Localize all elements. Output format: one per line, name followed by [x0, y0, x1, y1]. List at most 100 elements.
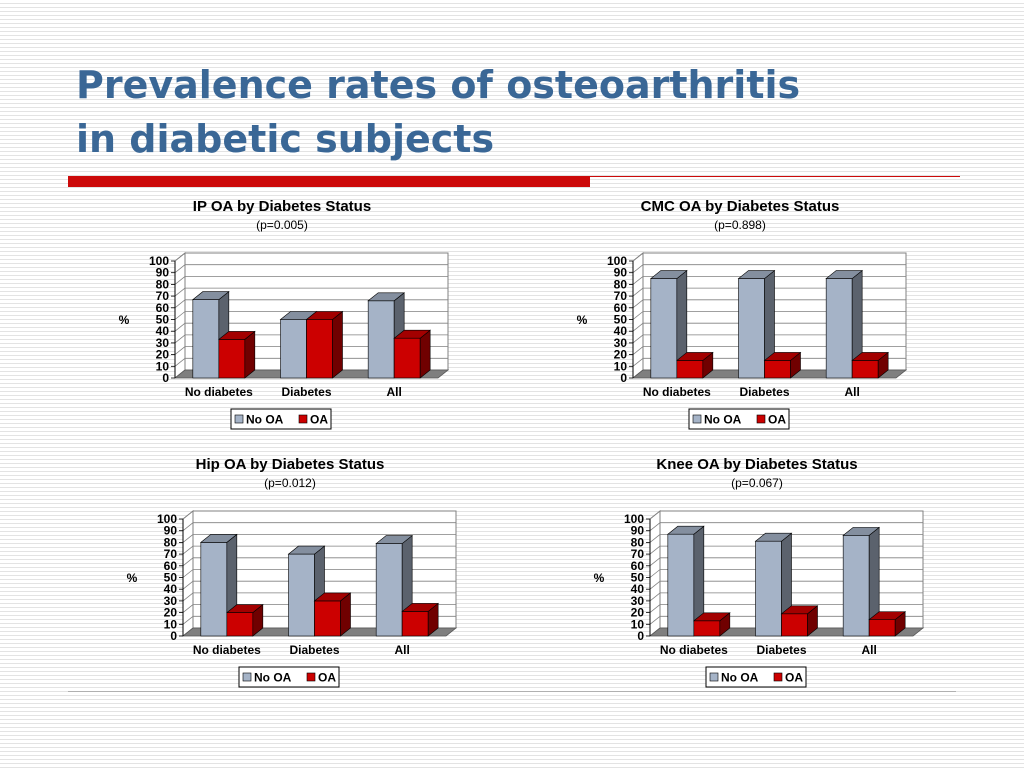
chart-ip-oa: IP OA by Diabetes Status (p=0.005) 0 10 20 30…: [100, 192, 500, 432]
bar-no-oa-all: [842, 526, 881, 637]
bar-oa-diabetes-top: [305, 311, 344, 320]
chart-cmc-oa: CMC OA by Diabetes Status (p=0.898) 0 10 20 3…: [558, 192, 958, 432]
slide-title-line-2: in diabetic subjects: [76, 117, 495, 161]
legend-swatch-no-oa: [234, 414, 244, 424]
bar-oa-diabetes-top: [313, 592, 352, 602]
gridline-side: [632, 334, 644, 344]
y-tick-label: 40: [164, 582, 178, 596]
legend-label-no-oa: No OA: [246, 413, 284, 427]
gridline-side: [649, 604, 661, 613]
bar-no-oa-diabetes-front: [280, 319, 307, 379]
bar-no-oa-no-diabetes-top: [191, 291, 230, 300]
x-tick-label-diabetes: Diabetes: [289, 643, 339, 657]
legend-label-oa: OA: [768, 413, 786, 427]
x-tick-label-all: All: [394, 643, 409, 657]
slide-title-line-1: Prevalence rates of osteoarthritis: [76, 63, 801, 107]
bar-oa-diabetes-front: [764, 360, 791, 379]
bar-oa-all-top: [868, 611, 907, 620]
gridline-side: [174, 252, 186, 262]
legend-box: [688, 408, 790, 430]
bar-no-oa-no-diabetes-top: [649, 270, 688, 279]
bar-oa-all-front: [868, 619, 896, 637]
y-axis-label: %: [577, 313, 588, 327]
chart-svg: Knee OA by Diabetes Status (p=0.067) 01020…: [594, 456, 925, 688]
bar-oa-all: [401, 602, 440, 637]
gridline-side: [649, 569, 661, 578]
bar-oa-no-diabetes: [692, 612, 731, 637]
x-tick-label-all: All: [861, 643, 876, 657]
y-axis-label: %: [127, 571, 138, 585]
x-tick-label-no-diabetes: No diabetes: [660, 643, 728, 657]
bar-no-oa-diabetes-front: [738, 278, 765, 379]
chart-svg: Hip OA by Diabetes Status (p=0.012) 010203…: [127, 456, 458, 688]
chart-subtitle: (p=0.005): [256, 218, 308, 232]
bar-no-oa-no-diabetes: [666, 525, 705, 637]
bar-no-oa-no-diabetes-front: [667, 533, 695, 637]
y-tick-label: 90: [614, 266, 628, 280]
gridline-side: [632, 322, 644, 332]
bar-no-oa-all-front: [842, 535, 870, 637]
y-axis-label: %: [594, 571, 605, 585]
x-tick-label-diabetes: Diabetes: [281, 385, 331, 399]
gridline-side: [182, 569, 194, 578]
bar-no-oa-all-top: [825, 270, 864, 279]
bar-oa-diabetes-top: [763, 352, 802, 361]
footer-rule: [68, 691, 956, 692]
y-tick-label: 20: [631, 606, 645, 620]
bar-oa-all: [851, 351, 890, 379]
x-tick-label-diabetes: Diabetes: [756, 643, 806, 657]
y-tick-label: 20: [156, 348, 170, 362]
legend-label-oa: OA: [310, 413, 328, 427]
legend-swatch-no-oa: [242, 672, 252, 682]
chart-subtitle: (p=0.067): [731, 476, 783, 490]
legend-box: [230, 408, 332, 430]
y-axis-label: %: [119, 313, 130, 327]
y-tick-label: 10: [156, 359, 170, 373]
y-tick-label: 90: [164, 524, 178, 538]
title-underline-bar: [68, 176, 590, 187]
y-tick-label: 20: [614, 348, 628, 362]
chart-subtitle: (p=0.898): [714, 218, 766, 232]
x-tick-label-no-diabetes: No diabetes: [185, 385, 253, 399]
bar-no-oa-no-diabetes-front: [200, 542, 228, 637]
bar-no-oa-all-top: [842, 527, 881, 536]
gridline-side: [182, 534, 194, 543]
bar-oa-no-diabetes-front: [676, 360, 704, 379]
bar-oa-all: [868, 610, 907, 637]
y-tick-label: 50: [156, 313, 170, 327]
y-tick-label: 100: [149, 254, 169, 268]
bar-oa-diabetes: [763, 351, 802, 379]
y-tick-label: 0: [637, 629, 644, 643]
chart-title: Knee OA by Diabetes Status: [656, 456, 857, 473]
bar-oa-diabetes: [313, 592, 352, 637]
bar-no-oa-diabetes-top: [737, 270, 776, 279]
gridline-side: [182, 604, 194, 613]
chart-hip-oa: Hip OA by Diabetes Status (p=0.012) 0 10 20 3…: [108, 450, 508, 690]
y-tick-label: 60: [631, 559, 645, 573]
gridline-side: [632, 311, 644, 320]
gridline-side: [649, 580, 661, 590]
bar-oa-no-diabetes-top: [692, 612, 731, 622]
bar-no-oa-diabetes: [737, 269, 776, 379]
chart-subtitle: (p=0.012): [264, 476, 316, 490]
bar-no-oa-diabetes-front: [755, 540, 782, 637]
gridline-side: [182, 615, 194, 625]
y-tick-label: 100: [157, 512, 177, 526]
y-tick-label: 30: [614, 336, 628, 350]
y-tick-label: 100: [624, 512, 644, 526]
legend-swatch-oa: [306, 672, 316, 682]
chart-legend: No OA OA: [238, 666, 340, 688]
gridline-side: [174, 276, 186, 285]
y-tick-label: 80: [631, 535, 645, 549]
x-tick-label-no-diabetes: No diabetes: [193, 643, 261, 657]
y-tick-label: 70: [156, 289, 170, 303]
y-tick-label: 80: [164, 535, 178, 549]
bar-oa-all-front: [401, 611, 429, 637]
bar-no-oa-all-front: [375, 543, 403, 637]
y-tick-label: 0: [162, 371, 169, 385]
y-tick-label: 100: [607, 254, 627, 268]
bar-no-oa-no-diabetes-front: [650, 278, 678, 379]
chart-svg: IP OA by Diabetes Status (p=0.005) 0102030…: [119, 198, 450, 430]
y-tick-label: 90: [156, 266, 170, 280]
bar-oa-all-front: [851, 360, 879, 379]
